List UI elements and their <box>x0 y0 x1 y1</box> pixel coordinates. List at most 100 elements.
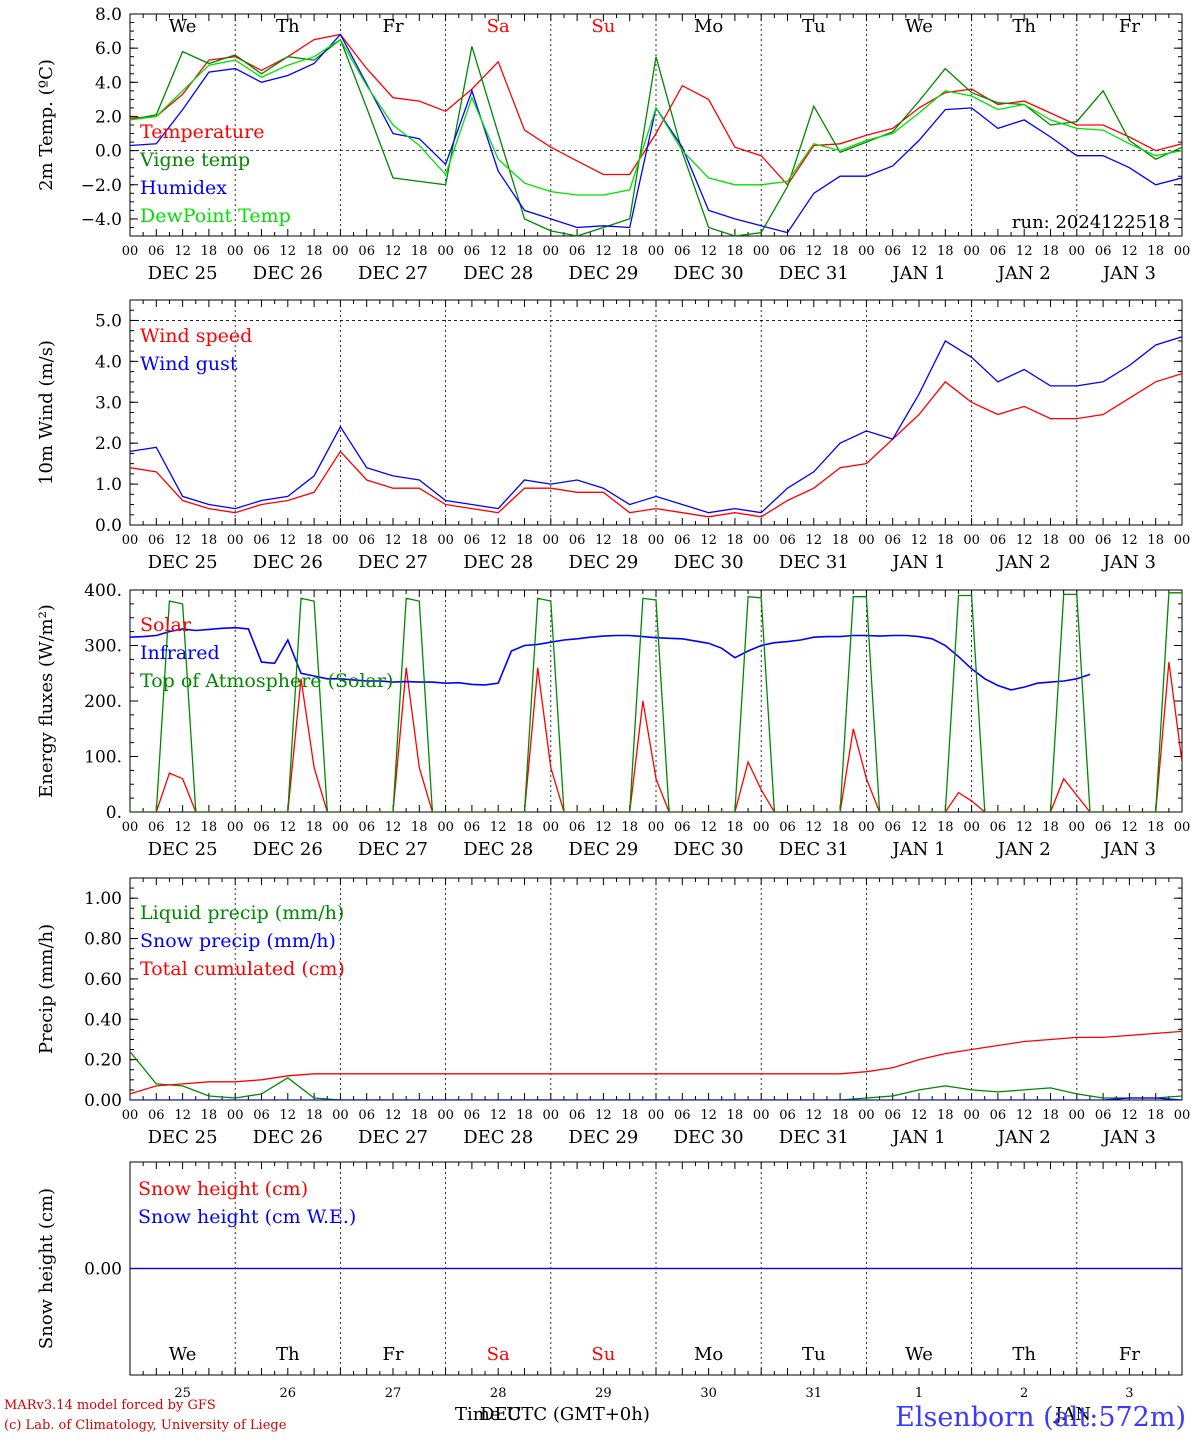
weekday-label: We <box>169 16 197 37</box>
hour-tick-label: 06 <box>253 1108 270 1123</box>
hour-tick-label: 18 <box>516 1108 533 1123</box>
hour-tick-label: 06 <box>884 244 901 259</box>
hour-tick-label: 12 <box>700 244 717 259</box>
hour-tick-label: 06 <box>464 1108 481 1123</box>
hour-tick-label: 00 <box>648 1108 665 1123</box>
hour-tick-label: 18 <box>832 820 849 835</box>
hour-tick-label: 18 <box>832 533 849 548</box>
hour-tick-label: 00 <box>332 1108 349 1123</box>
series-line-temperature <box>130 33 1182 186</box>
hour-tick-label: 12 <box>595 533 612 548</box>
hour-tick-label: 12 <box>595 820 612 835</box>
hour-tick-label: 00 <box>122 1108 139 1123</box>
day-label: JAN 2 <box>996 263 1051 284</box>
day-label: DEC 26 <box>253 263 323 284</box>
hour-tick-label: 18 <box>306 820 323 835</box>
day-label: DEC 29 <box>568 1127 638 1148</box>
y-tick-label: 5.0 <box>95 311 122 331</box>
y-tick-label: 3.0 <box>95 393 122 413</box>
hour-tick-label: 06 <box>990 244 1007 259</box>
legend-entry: Temperature <box>140 121 264 143</box>
hour-tick-label: 18 <box>621 820 638 835</box>
legend-entry: Snow height (cm W.E.) <box>138 1206 356 1228</box>
month-label-dec: DEC <box>480 1404 522 1425</box>
panel-2 <box>129 299 1183 526</box>
hour-tick-label: 18 <box>411 244 428 259</box>
hour-tick-label: 18 <box>411 1108 428 1123</box>
hour-tick-label: 12 <box>806 1108 823 1123</box>
panel-4 <box>129 877 1183 1101</box>
legend-entry: Wind gust <box>140 353 238 375</box>
hour-tick-label: 12 <box>490 533 507 548</box>
hour-tick-label: 12 <box>280 244 297 259</box>
series-line-wind-speed <box>130 372 1182 518</box>
y-tick-label: 6.0 <box>95 39 122 59</box>
weekday-label: We <box>169 1344 197 1365</box>
y-tick-label: −4.0 <box>81 210 122 230</box>
hour-tick-label: 12 <box>385 244 402 259</box>
day-label: JAN 3 <box>1101 839 1156 860</box>
day-label: JAN 2 <box>996 839 1051 860</box>
hour-tick-label: 00 <box>332 820 349 835</box>
day-label: JAN 2 <box>996 552 1051 573</box>
hour-tick-label: 12 <box>1016 533 1033 548</box>
hour-tick-label: 06 <box>148 244 165 259</box>
weekday-label: We <box>905 16 933 37</box>
hour-tick-label: 12 <box>700 533 717 548</box>
weekday-label: Th <box>1012 1344 1036 1365</box>
hour-tick-label: 06 <box>464 244 481 259</box>
hour-tick-label: 18 <box>411 533 428 548</box>
x-axis-title: Time UTC (GMT+0h) <box>455 1404 650 1425</box>
series-line-snow-precip-mm-h- <box>130 1097 1182 1100</box>
hour-tick-label: 00 <box>858 820 875 835</box>
hour-tick-label: 18 <box>621 533 638 548</box>
day-label: JAN 3 <box>1101 552 1156 573</box>
hour-tick-label: 12 <box>385 533 402 548</box>
hour-tick-label: 12 <box>1121 244 1138 259</box>
weekday-label: Sa <box>487 16 510 37</box>
y-tick-label: −2.0 <box>81 176 122 196</box>
legend-entry: Humidex <box>140 177 227 199</box>
day-label: DEC 27 <box>358 263 428 284</box>
y-axis-title: Energy fluxes (W/m²) <box>36 604 57 798</box>
day-number-label: 2 <box>1020 1386 1028 1401</box>
hour-tick-label: 12 <box>490 1108 507 1123</box>
hour-tick-label: 06 <box>253 533 270 548</box>
hour-tick-label: 06 <box>253 820 270 835</box>
weekday-label: Su <box>591 1344 615 1365</box>
series-line-wind-gust <box>130 335 1182 514</box>
hour-tick-label: 12 <box>1121 533 1138 548</box>
hour-tick-label: 06 <box>148 820 165 835</box>
hour-tick-label: 00 <box>753 244 770 259</box>
day-number-label: 28 <box>490 1386 507 1401</box>
hour-tick-label: 18 <box>201 820 218 835</box>
month-label-jan: JAN <box>1055 1404 1091 1425</box>
hour-tick-label: 00 <box>858 244 875 259</box>
day-label: DEC 25 <box>148 1127 218 1148</box>
hour-tick-label: 18 <box>306 1108 323 1123</box>
y-tick-label: 300. <box>84 637 122 657</box>
hour-tick-label: 12 <box>174 1108 191 1123</box>
weekday-label: Fr <box>382 1344 403 1365</box>
hour-tick-label: 06 <box>674 533 691 548</box>
series-line-infrared <box>130 626 1091 691</box>
day-label: DEC 28 <box>463 263 533 284</box>
hour-tick-label: 06 <box>1095 1108 1112 1123</box>
day-number-label: 3 <box>1125 1386 1133 1401</box>
hour-tick-label: 00 <box>543 244 560 259</box>
day-label: DEC 30 <box>674 839 744 860</box>
day-label: DEC 30 <box>674 1127 744 1148</box>
hour-tick-label: 06 <box>253 244 270 259</box>
hour-tick-label: 00 <box>753 820 770 835</box>
run-annotation: run: 2024122518 <box>1012 212 1170 233</box>
hour-tick-label: 00 <box>858 533 875 548</box>
legend-entry: Liquid precip (mm/h) <box>140 902 344 924</box>
hour-tick-label: 12 <box>280 533 297 548</box>
day-number-label: 30 <box>700 1386 717 1401</box>
legend-entry: Infrared <box>140 642 220 664</box>
day-label: DEC 29 <box>568 552 638 573</box>
y-tick-label: 0.20 <box>84 1051 122 1071</box>
hour-tick-label: 18 <box>1042 533 1059 548</box>
y-tick-label: 0.40 <box>84 1010 122 1030</box>
hour-tick-label: 12 <box>490 244 507 259</box>
